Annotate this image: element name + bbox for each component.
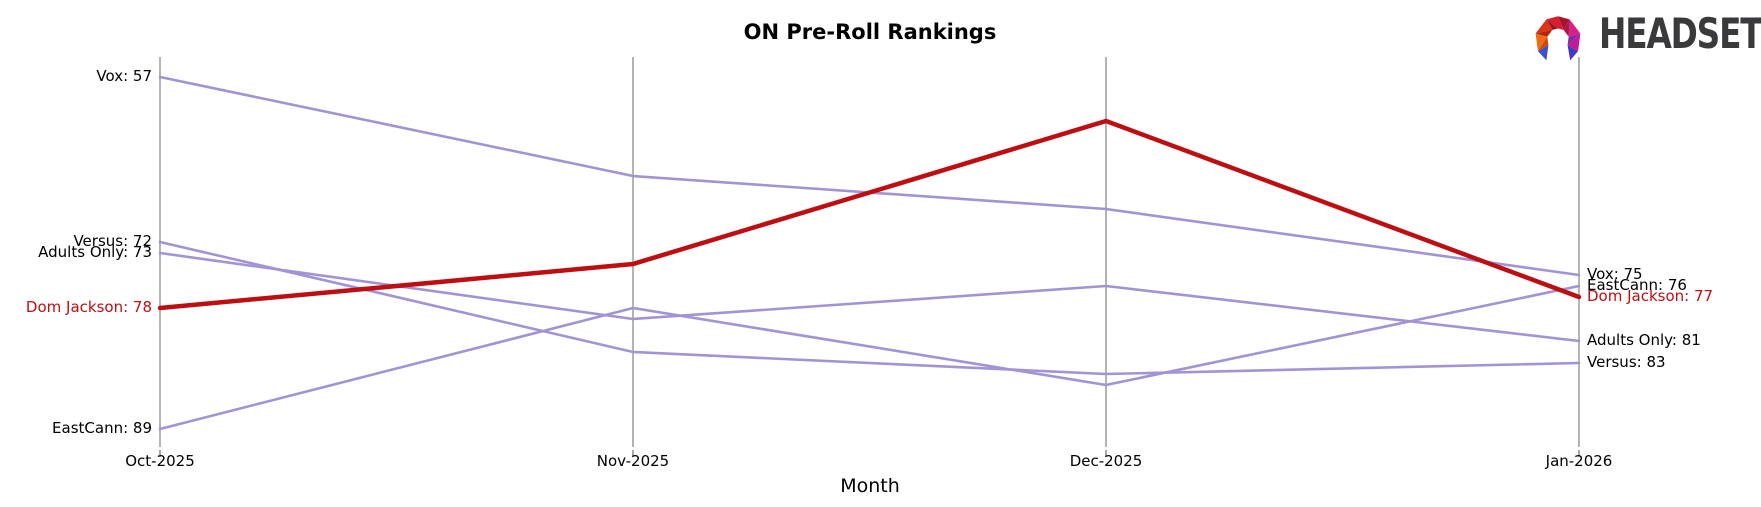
- headset-logo-facet: [1567, 33, 1581, 52]
- series-label-right-dom-jackson: Dom Jackson: 77: [1587, 287, 1714, 305]
- x-tick-label-dec-2025: Dec-2025: [1069, 452, 1143, 470]
- headset-logo-facet: [1535, 33, 1548, 52]
- headset-logo-facet: [1558, 16, 1570, 30]
- series-label-left-adults-only: Adults Only: 73: [38, 243, 152, 261]
- headset-logo-facet: [1537, 44, 1549, 61]
- series-label-right-vox: Vox: 75: [1587, 265, 1643, 283]
- chart-line-versus: [158, 240, 1581, 376]
- series-label-left-vox: Vox: 57: [96, 67, 152, 85]
- headset-logo-text: HEADSET: [1599, 9, 1761, 58]
- chart-line-adults-only: [158, 251, 1581, 343]
- series-label-left-eastcann: EastCann: 89: [52, 419, 152, 437]
- chart-title: ON Pre-Roll Rankings: [743, 20, 997, 44]
- x-tick-label-oct-2025: Oct-2025: [125, 452, 195, 470]
- series-label-right-eastcann: EastCann: 76: [1587, 276, 1687, 294]
- chart-line-eastcann: [158, 284, 1581, 431]
- headset-logo-facet: [1546, 16, 1558, 29]
- headset-logo-facet: [1563, 19, 1570, 37]
- chart-line-vox: [158, 75, 1581, 277]
- series-label-right-adults-only: Adults Only: 81: [1587, 331, 1701, 349]
- headset-logo-facet: [1535, 19, 1553, 34]
- series-label-left-dom-jackson: Dom Jackson: 78: [25, 298, 152, 316]
- headset-logo-facet: [1568, 19, 1581, 37]
- x-axis-label: Month: [840, 475, 900, 497]
- headset-logo-facet: [1535, 29, 1553, 37]
- headset-logo-facet: [1567, 44, 1579, 61]
- x-tick-label-jan-2026: Jan-2026: [1545, 452, 1613, 470]
- x-tick-label-nov-2025: Nov-2025: [596, 452, 670, 470]
- series-label-left-versus: Versus: 72: [73, 232, 152, 250]
- headset-logo-facet: [1558, 16, 1564, 30]
- headset-logo-facet: [1537, 36, 1549, 52]
- headset-logo-facet: [1546, 19, 1558, 30]
- series-label-right-versus: Versus: 83: [1587, 353, 1666, 371]
- headset-logo-icon: [1535, 16, 1581, 61]
- chart-line-dom-jackson: [157, 118, 1582, 311]
